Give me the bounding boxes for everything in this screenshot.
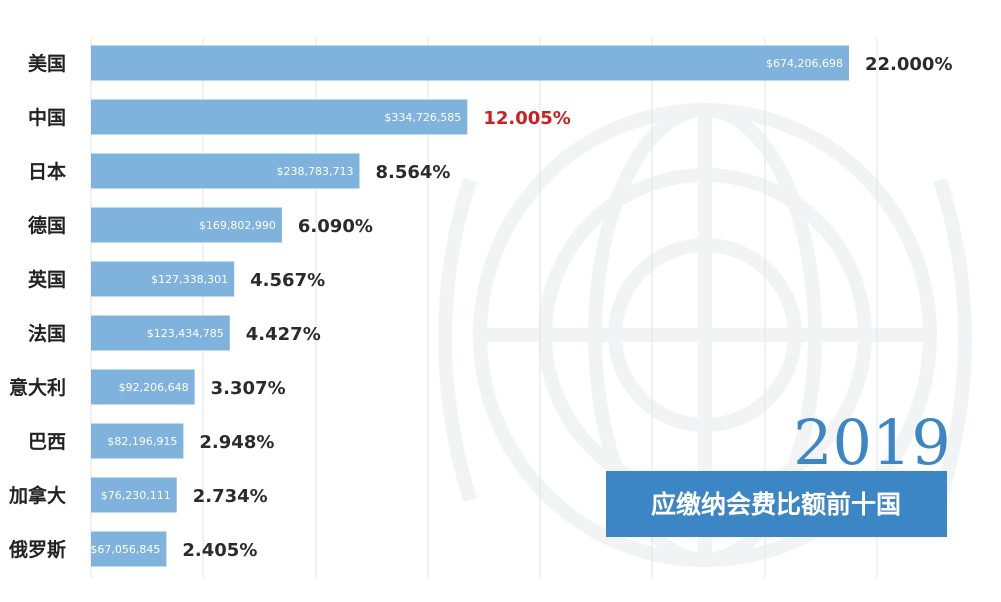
emblem-laurel-left	[438, 177, 477, 503]
percent-label-0: 22.000%	[865, 54, 953, 75]
value-label-5: $123,434,785	[147, 327, 224, 340]
bar-0	[91, 45, 849, 81]
category-label-7: 巴西	[28, 431, 66, 453]
un-emblem-watermark	[438, 103, 972, 567]
bar-5	[91, 315, 230, 351]
emblem-laurel-right	[933, 177, 972, 503]
bar-6	[91, 369, 195, 405]
bar-7	[91, 423, 184, 459]
value-label-2: $238,783,713	[276, 165, 353, 178]
percent-label-7: 2.948%	[199, 432, 274, 453]
bar-2	[91, 153, 360, 189]
bar-9	[91, 531, 167, 567]
percent-label-9: 2.405%	[182, 540, 257, 561]
category-label-3: 德国	[28, 214, 66, 237]
percent-label-6: 3.307%	[211, 378, 286, 399]
bar-3	[91, 207, 282, 243]
category-label-8: 加拿大	[8, 484, 66, 507]
title-banner	[606, 471, 947, 537]
percent-label-2: 8.564%	[375, 162, 450, 183]
value-label-9: $67,056,845	[90, 543, 160, 556]
value-label-7: $82,196,915	[107, 435, 177, 448]
title-banner-text: 应缴纳会费比额前十国	[651, 490, 901, 519]
bar-8	[91, 477, 177, 513]
value-label-0: $674,206,698	[766, 57, 843, 70]
bar-4	[91, 261, 235, 297]
chart-bars	[91, 45, 849, 567]
percent-label-8: 2.734%	[193, 486, 268, 507]
value-label-6: $92,206,648	[119, 381, 189, 394]
category-label-2: 日本	[28, 160, 66, 183]
category-label-5: 法国	[28, 322, 66, 345]
value-label-3: $169,802,990	[199, 219, 276, 232]
value-label-8: $76,230,111	[101, 489, 171, 502]
percent-label-3: 6.090%	[298, 216, 373, 237]
category-label-1: 中国	[28, 106, 66, 129]
category-label-6: 意大利	[9, 376, 66, 399]
percent-label-5: 4.427%	[246, 324, 321, 345]
chart-labels: 美国 $674,206,698 22.000% 中国 $334,726,585 12.00…	[8, 52, 953, 561]
value-label-4: $127,338,301	[151, 273, 228, 286]
category-label-0: 美国	[28, 52, 66, 75]
bar-1	[91, 99, 468, 135]
category-label-4: 英国	[28, 268, 66, 291]
percent-label-1: 12.005%	[483, 108, 571, 129]
category-label-9: 俄罗斯	[8, 538, 66, 561]
value-label-1: $334,726,585	[384, 111, 461, 124]
percent-label-4: 4.567%	[250, 270, 325, 291]
emblem-meridian-ellipse	[588, 103, 822, 567]
year-label: 2019	[793, 406, 951, 479]
